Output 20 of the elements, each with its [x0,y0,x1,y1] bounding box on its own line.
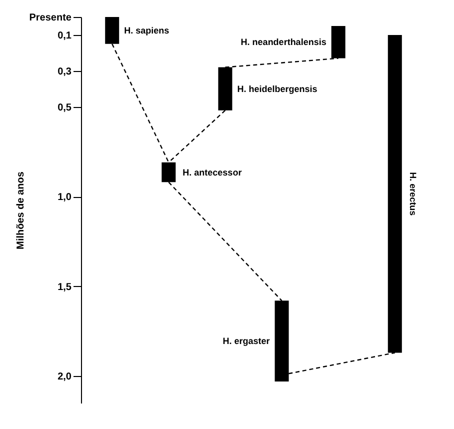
bar [388,34,402,353]
bar [162,162,176,182]
y-tick-label: 0,3 [58,66,72,78]
annotation: H. antecessor [182,167,242,178]
y-tick-label: 1,5 [58,282,72,293]
y-tick-label: 0,5 [58,102,72,114]
y-tick-label: 0,1 [58,30,72,42]
annotation: H. heidelbergensis [237,84,318,94]
bar [331,26,346,58]
annotation: H. sapiens [124,25,170,36]
y-tick-label: Presente [29,12,72,24]
y-tick-label: 2,0 [58,372,72,383]
annotation: H. ergaster [222,336,270,346]
annotation: H. erectus [408,172,418,216]
bar [218,67,232,110]
bar [105,17,120,44]
y-axis-title: Milhões de anos [15,171,26,250]
annotation: H. neanderthalensis [240,37,326,48]
y-tick-label: 1,0 [58,192,72,204]
bar [274,300,289,382]
